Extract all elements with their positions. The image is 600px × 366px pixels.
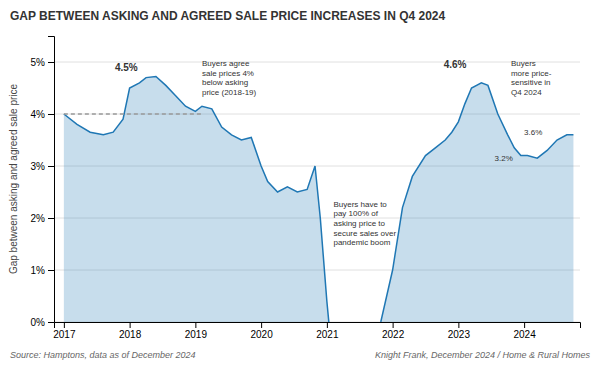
annotation: 3.2% bbox=[495, 154, 513, 163]
annotation-line: asking price to bbox=[333, 219, 385, 228]
x-tick-label: 2019 bbox=[185, 329, 208, 340]
chart: 2017 2018 2019 2020 2021 2022 2023 2024 0% 1% 2% 3%… bbox=[0, 0, 600, 366]
annotation-line: Q4 2024 bbox=[511, 88, 542, 97]
x-tick: 2020 bbox=[250, 322, 273, 340]
annotation: 3.6% bbox=[524, 128, 542, 137]
x-tick-mark bbox=[64, 322, 65, 328]
x-tick-label: 2018 bbox=[119, 329, 142, 340]
y-tick-label: 1% bbox=[31, 265, 46, 276]
grid bbox=[54, 62, 580, 322]
y-tick-label: 0% bbox=[31, 317, 46, 328]
x-tick-mark bbox=[130, 322, 131, 328]
annotation-line: below asking bbox=[202, 78, 248, 87]
x-tick-label: 2021 bbox=[316, 329, 339, 340]
x-tick-mark bbox=[195, 322, 196, 328]
annotation-line: Buyers have to bbox=[333, 200, 387, 209]
y-axis: 0% 1% 2% 3% 4% 5% bbox=[31, 37, 55, 328]
annotation: 4.6% bbox=[444, 59, 467, 70]
x-tick: 2017 bbox=[53, 322, 76, 340]
x-tick-label: 2024 bbox=[513, 329, 536, 340]
area-line bbox=[381, 83, 574, 322]
y-tick-label: 4% bbox=[31, 109, 46, 120]
area bbox=[64, 77, 329, 322]
x-tick: 2024 bbox=[513, 322, 536, 340]
x-axis-line bbox=[55, 323, 581, 329]
plot: 2017 2018 2019 2020 2021 2022 2023 2024 0% 1% 2% 3%… bbox=[31, 37, 581, 341]
annotation-line: 3.2% bbox=[495, 154, 513, 163]
annotation-line: secure sales over bbox=[333, 229, 396, 238]
annotation-line: pay 100% of bbox=[333, 209, 378, 218]
x-tick-label: 2023 bbox=[448, 329, 471, 340]
y-tick: 4% bbox=[31, 109, 54, 120]
x-tick-mark bbox=[393, 322, 394, 328]
y-axis-title: Gap between asking and agreed sale price bbox=[8, 84, 19, 275]
x-tick: 2023 bbox=[448, 322, 471, 340]
x-tick-mark bbox=[327, 322, 328, 328]
annotation-line: 3.6% bbox=[524, 128, 542, 137]
y-tick-label: 2% bbox=[31, 213, 46, 224]
y-tick-mark bbox=[48, 322, 54, 323]
annotation-line: Buyers agree bbox=[202, 59, 250, 68]
title: GAP BETWEEN ASKING AND AGREED SALE PRICE… bbox=[10, 9, 446, 23]
annotation-line: price (2018-19) bbox=[202, 88, 257, 97]
x-tick: 2021 bbox=[316, 322, 339, 340]
annotations: 4.5% Buyers agreesale prices 4%below aski… bbox=[115, 59, 552, 247]
annotation: Buyers agreesale prices 4%below askingpr… bbox=[202, 59, 257, 97]
annotation-line: 4.5% bbox=[115, 62, 138, 73]
x-tick-mark bbox=[261, 322, 262, 328]
area-line bbox=[64, 77, 329, 322]
x-tick-mark bbox=[458, 322, 459, 328]
x-tick: 2018 bbox=[119, 322, 142, 340]
x-axis: 2017 2018 2019 2020 2021 2022 2023 2024 bbox=[53, 322, 580, 340]
marks bbox=[64, 77, 574, 322]
y-tick-mark bbox=[48, 114, 54, 115]
x-tick-label: 2022 bbox=[382, 329, 405, 340]
x-tick-label: 2020 bbox=[250, 329, 273, 340]
y-tick: 3% bbox=[31, 161, 54, 172]
annotation-line: 4.6% bbox=[444, 59, 467, 70]
y-tick-mark bbox=[48, 166, 54, 167]
y-tick: 2% bbox=[31, 213, 54, 224]
annotation-line: more price- bbox=[511, 69, 552, 78]
x-tick-label: 2017 bbox=[53, 329, 76, 340]
area bbox=[381, 83, 574, 322]
y-tick-mark bbox=[48, 270, 54, 271]
y-tick: 0% bbox=[31, 317, 54, 328]
source-note: Source: Hamptons, data as of December 20… bbox=[10, 350, 196, 360]
source-note: Knight Frank, December 2024 / Home & Rur… bbox=[375, 350, 591, 360]
y-axis-line bbox=[48, 37, 55, 323]
x-tick-mark bbox=[524, 322, 525, 328]
annotation: Buyersmore price-sensitive inQ4 2024 bbox=[511, 59, 552, 97]
reference-line bbox=[64, 113, 202, 115]
y-tick: 1% bbox=[31, 265, 54, 276]
annotation-line: sensitive in bbox=[511, 78, 551, 87]
y-tick-mark bbox=[48, 62, 54, 63]
y-tick: 5% bbox=[31, 57, 54, 68]
x-tick: 2019 bbox=[185, 322, 208, 340]
y-tick-label: 3% bbox=[31, 161, 46, 172]
y-tick-label: 5% bbox=[31, 57, 46, 68]
annotation-line: Buyers bbox=[511, 59, 536, 68]
annotation: Buyers have topay 100% ofasking price to… bbox=[333, 200, 396, 247]
y-tick-mark bbox=[48, 218, 54, 219]
annotation-line: pandemic boom bbox=[333, 238, 390, 247]
annotation: 4.5% bbox=[115, 62, 138, 73]
annotation-line: sale prices 4% bbox=[202, 69, 254, 78]
x-tick: 2022 bbox=[382, 322, 405, 340]
